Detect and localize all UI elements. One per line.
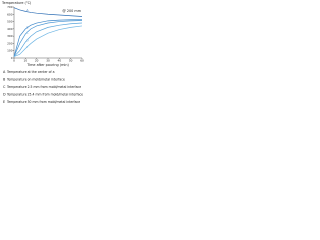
x-tick-label: 20 bbox=[35, 59, 39, 63]
series-line bbox=[13, 7, 83, 17]
series-line bbox=[13, 25, 83, 57]
x-tick-label: 50 bbox=[69, 59, 73, 63]
x-tick-label: 0 bbox=[13, 59, 15, 63]
curve-label: C bbox=[26, 30, 28, 34]
legend-text: Temperature on mold/metal interface bbox=[6, 78, 65, 82]
legend-letter: D bbox=[3, 93, 6, 97]
series-line bbox=[13, 22, 83, 57]
legend-text: Temperature at the center of a bbox=[6, 70, 55, 74]
y-tick-label: 200 bbox=[7, 41, 13, 45]
legend-text: Temperature 2.5 mm from mold/metal inter… bbox=[6, 85, 81, 89]
y-tick-label: 100 bbox=[7, 49, 13, 53]
y-tick-label: 600 bbox=[7, 12, 13, 16]
legend-letter: B bbox=[3, 78, 6, 82]
chart: Temperature (°C) @ 200 mm Time after pou… bbox=[1, 1, 84, 104]
curve-label: D bbox=[26, 38, 29, 42]
annotation: @ 200 mm bbox=[62, 9, 81, 13]
x-tick-label: 30 bbox=[46, 59, 50, 63]
curve-label: A bbox=[26, 8, 29, 12]
legend-letter: A bbox=[3, 70, 6, 74]
chart-title: Temperature (°C) bbox=[1, 1, 32, 5]
y-tick-label: 300 bbox=[7, 34, 13, 38]
series-line bbox=[13, 19, 82, 57]
legend-text: Temperature 50 mm from mold/metal interf… bbox=[6, 100, 80, 104]
series-line bbox=[13, 20, 83, 57]
curve-label: B bbox=[26, 25, 28, 29]
y-tick-label: 400 bbox=[7, 27, 13, 31]
x-tick-label: 10 bbox=[24, 59, 28, 63]
x-tick-label: 60 bbox=[80, 59, 84, 63]
y-tick-label: 500 bbox=[7, 20, 13, 24]
curve-label: E bbox=[26, 45, 28, 49]
y-tick-label: 700 bbox=[7, 5, 13, 9]
legend-letter: C bbox=[3, 85, 6, 89]
y-tick-label: 0 bbox=[11, 56, 13, 60]
legend-letter: E bbox=[3, 100, 5, 104]
x-tick-label: 40 bbox=[58, 59, 62, 63]
legend-text: Temperature 25.4 mm from mold/metal inte… bbox=[6, 93, 83, 97]
x-axis-label: Time after pouring (min) bbox=[26, 63, 69, 67]
